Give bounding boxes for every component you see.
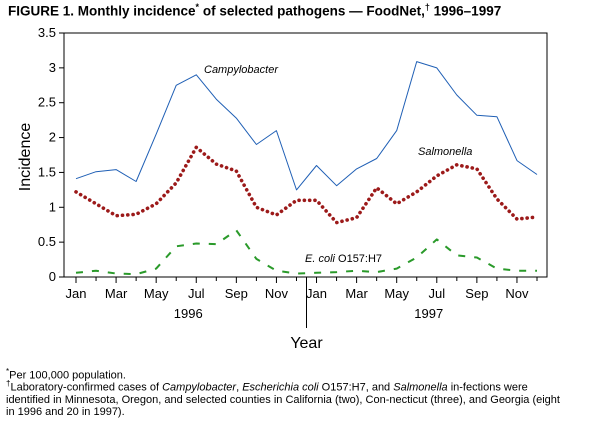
x-tick-label: Sep	[465, 286, 488, 301]
y-tick-label: 2	[49, 130, 56, 145]
x-axis-title: Year	[290, 335, 323, 352]
axes: 0 0.5 1 1.5 2 2.5 3 3.5 Jan Mar May Jul Sep Nov Jan Mar…	[17, 25, 548, 352]
footnote-2-part: in-fections were identified in Minnesota…	[6, 381, 560, 418]
footnote-1: *Per 100,000 population.	[6, 367, 126, 382]
series-label-ecoli-rest: O157:H7	[338, 253, 382, 265]
labels-layer: Campylobacter Salmonella E. coli O157:H7	[204, 64, 472, 265]
series-label-ecoli-italic: E. coli	[305, 253, 338, 265]
plot-frame	[63, 32, 548, 278]
y-tick-label: 2.5	[38, 95, 56, 110]
footnote-2-part: Campylobacter	[162, 381, 237, 394]
x-tick-label: May	[144, 286, 169, 301]
y-tick-label: 3	[49, 60, 56, 75]
x-tick-label: Nov	[505, 286, 529, 301]
series-line-2	[74, 145, 539, 225]
y-tick-label: 1.5	[38, 164, 56, 179]
x-tick-label: Mar	[105, 286, 128, 301]
x-tick-label: May	[384, 286, 409, 301]
series-layer	[74, 61, 539, 276]
y-tick-label: 0	[49, 269, 56, 284]
y-axis-title: Incidence	[17, 123, 34, 192]
footnote-2: †Laboratory-confirmed cases of Campyloba…	[6, 379, 560, 418]
y-tick-label: 3.5	[38, 25, 56, 40]
footnote-2-part: Escherichia coli	[242, 381, 319, 394]
footnote-2-part: Laboratory-confirmed cases of	[10, 381, 163, 394]
year-label: 1996	[174, 306, 203, 321]
series-label-ecoli: E. coli O157:H7	[305, 253, 382, 265]
y-tick-label: 1	[49, 199, 56, 214]
footnote-2-part: ,	[236, 381, 243, 394]
footnote-2-part: O157:H7, and	[318, 381, 394, 394]
x-tick-label: Mar	[345, 286, 368, 301]
series-line-3	[75, 229, 537, 276]
series-line-1	[75, 61, 538, 191]
year-label: 1997	[414, 306, 443, 321]
x-tick-label: Jan	[306, 286, 327, 301]
series-label-salmonella: Salmonella	[418, 146, 472, 158]
x-tick-label: Jan	[66, 286, 87, 301]
x-tick-label: Sep	[225, 286, 248, 301]
x-tick-label: Jul	[188, 286, 205, 301]
y-tick-label: 0.5	[38, 234, 56, 249]
series-label-campylobacter: Campylobacter	[204, 64, 279, 76]
footnote-2-part: Salmonella	[393, 381, 448, 394]
x-tick-label: Jul	[428, 286, 445, 301]
chart-title: FIGURE 1. Monthly incidence* of selected…	[8, 2, 502, 19]
x-tick-label: Nov	[265, 286, 289, 301]
